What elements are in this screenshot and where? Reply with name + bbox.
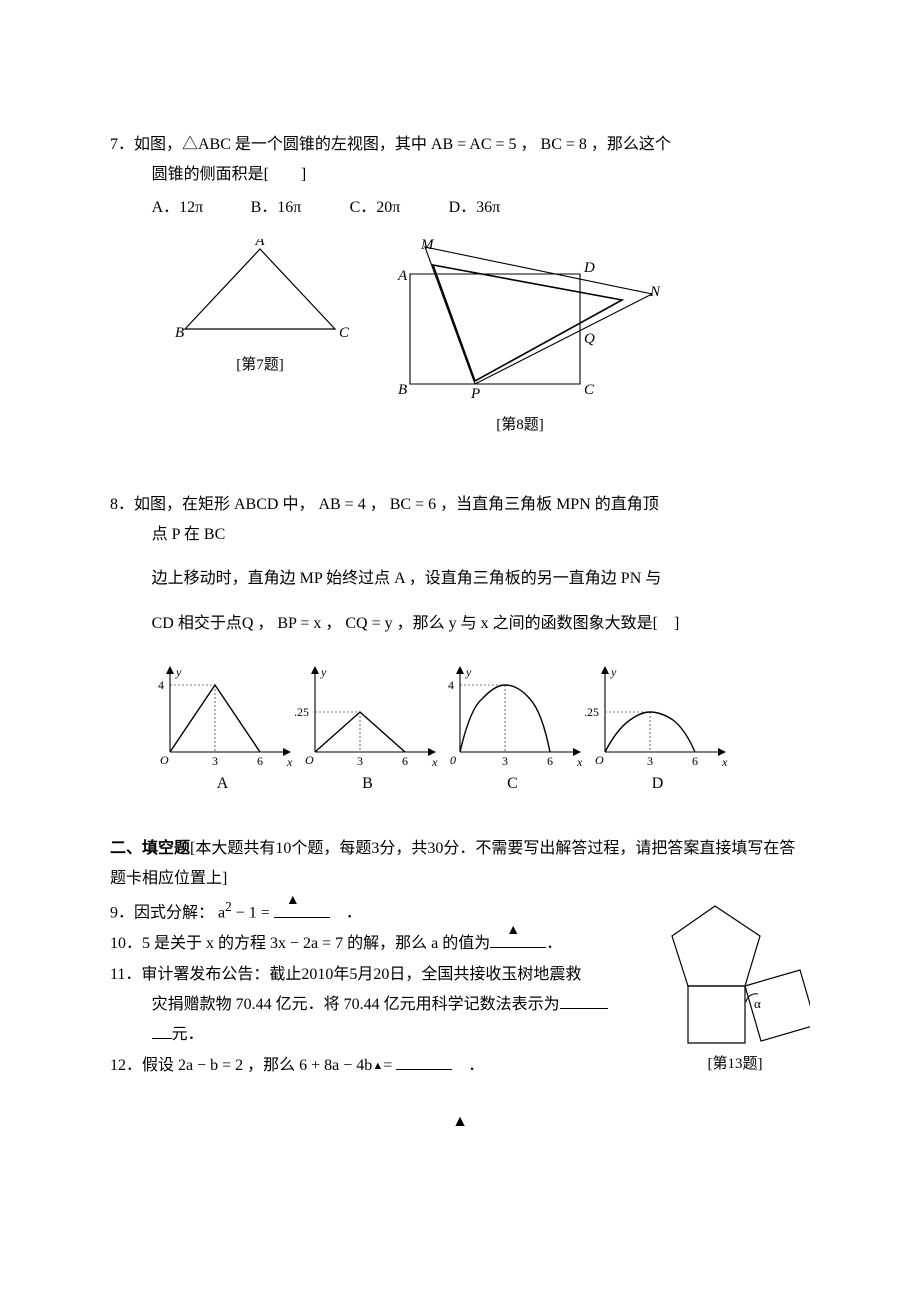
- svg-text:2.25: 2.25: [295, 705, 309, 719]
- plot-A-cell: y x O 3 6 4 A: [150, 657, 295, 799]
- svg-text:B: B: [398, 382, 407, 398]
- q9-mid: − 1 =: [232, 905, 274, 922]
- svg-text:0: 0: [450, 753, 456, 767]
- q12-pre: 12．假设 2a − b = 2 ，那么 6 + 8a − 4b: [110, 1057, 372, 1074]
- plot-D-label: D: [652, 769, 664, 799]
- svg-text:6: 6: [257, 754, 263, 767]
- plot-C-label: C: [507, 769, 518, 799]
- plot-C-svg: y x 0 3 6 4: [440, 657, 585, 767]
- q9-mark: ▲: [286, 888, 300, 915]
- svg-text:x: x: [576, 755, 583, 767]
- svg-text:3: 3: [357, 754, 363, 767]
- plot-B-svg: y x O 3 6 2.25: [295, 657, 440, 767]
- fig7-caption: [第7题]: [236, 351, 284, 380]
- svg-text:y: y: [610, 665, 617, 679]
- q7-opt-d: D．36π: [449, 193, 544, 223]
- q12-post: ．: [468, 1057, 484, 1074]
- fig8-svg: A B C D M N P Q: [380, 239, 660, 409]
- svg-text:y: y: [320, 665, 327, 679]
- svg-text:O: O: [305, 753, 314, 767]
- svg-text:D: D: [583, 260, 595, 276]
- svg-text:x: x: [286, 755, 293, 767]
- fig13-cell: α [第13题]: [660, 898, 810, 1079]
- q7-opt-b: B．16π: [251, 193, 346, 223]
- svg-text:C: C: [584, 382, 595, 398]
- q11-l2: 灾捐赠款物 70.44 亿元．将 70.44 亿元用科学记数法表示为: [152, 996, 560, 1013]
- q9-pre: 9．因式分解： a: [110, 905, 225, 922]
- q7-opt-a: A．12π: [152, 193, 247, 223]
- q8-line1: 8．如图，在矩形 ABCD 中， AB = 4 ， BC = 6 ，当直角三角板…: [110, 490, 810, 520]
- fig13-caption: [第13题]: [660, 1050, 810, 1079]
- svg-text:3: 3: [502, 754, 508, 767]
- svg-text:M: M: [420, 239, 435, 253]
- q7-line2: 圆锥的侧面积是[ ]: [110, 160, 810, 190]
- q9-post: ．: [346, 905, 362, 922]
- svg-text:A: A: [254, 239, 265, 249]
- q12-eq: =: [383, 1057, 392, 1074]
- fig7-cell: A B C [第7题]: [170, 239, 350, 380]
- q11-blank2: [152, 1023, 172, 1039]
- svg-text:4: 4: [448, 678, 454, 692]
- plot-B-cell: y x O 3 6 2.25 B: [295, 657, 440, 799]
- svg-text:O: O: [595, 753, 604, 767]
- section2: 二、填空题[本大题共有10个题，每题3分，共30分．不需要写出解答过程，请把答案…: [110, 834, 810, 895]
- q9-blank: ▲: [274, 902, 330, 918]
- svg-text:4: 4: [158, 678, 164, 692]
- svg-text:2.25: 2.25: [585, 705, 599, 719]
- q7-opt-c: C．20π: [350, 193, 445, 223]
- svg-text:P: P: [470, 386, 480, 402]
- plot-D-cell: y x O 3 6 2.25 D: [585, 657, 730, 799]
- fig8-caption: [第8题]: [496, 411, 544, 440]
- stray-mark: ▲: [110, 1107, 810, 1137]
- plot-B-label: B: [362, 769, 373, 799]
- svg-text:N: N: [649, 284, 660, 300]
- q7-line1: 7．如图，△ABC 是一个圆锥的左视图，其中 AB = AC = 5 ， BC …: [110, 130, 810, 160]
- svg-text:6: 6: [692, 754, 698, 767]
- svg-text:x: x: [431, 755, 438, 767]
- q12-mark-inline: ▲: [372, 1060, 383, 1072]
- svg-text:α: α: [754, 996, 761, 1011]
- fig7-svg: A B C: [170, 239, 350, 349]
- q10-blank: ▲: [490, 932, 546, 948]
- svg-text:O: O: [160, 753, 169, 767]
- plot-D-svg: y x O 3 6 2.25: [585, 657, 730, 767]
- svg-text:x: x: [721, 755, 728, 767]
- q9-sup: 2: [225, 899, 232, 914]
- svg-text:3: 3: [647, 754, 653, 767]
- q11-l3: 元．: [172, 1026, 204, 1043]
- q7-options: A．12π B．16π C．20π D．36π: [110, 193, 810, 223]
- svg-text:3: 3: [212, 754, 218, 767]
- svg-text:6: 6: [547, 754, 553, 767]
- q12-blank: [396, 1054, 452, 1070]
- svg-text:B: B: [175, 325, 184, 341]
- q8-line3: 边上移动时，直角边 MP 始终过点 A ，设直角三角板的另一直角边 PN 与: [110, 564, 810, 594]
- svg-text:C: C: [339, 325, 350, 341]
- q7-figures-row: A B C [第7题] A B C D M N P Q [第8题]: [170, 239, 810, 440]
- svg-text:A: A: [397, 268, 408, 284]
- section2-rest: [本大题共有10个题，每题3分，共30分．不需要写出解答过程，请把答案直接填写在…: [110, 840, 795, 887]
- q10-mark: ▲: [506, 918, 520, 945]
- q11-blank1: [560, 993, 608, 1009]
- section2-title: 二、填空题: [110, 840, 190, 857]
- svg-text:6: 6: [402, 754, 408, 767]
- plot-A-svg: y x O 3 6 4: [150, 657, 295, 767]
- q10-post: ．: [546, 935, 562, 952]
- fig8-cell: A B C D M N P Q [第8题]: [380, 239, 660, 440]
- q8-plots-row: yxO364 A yxO362.25 B yx0364 C yxO362.25 …: [150, 657, 810, 799]
- q8-line4: CD 相交于点Q ， BP = x ， CQ = y ，那么 y 与 x 之间的…: [110, 609, 810, 639]
- svg-text:y: y: [465, 665, 472, 679]
- plot-C-cell: y x 0 3 6 4 C: [440, 657, 585, 799]
- q10-pre: 10．5 是关于 x 的方程 3x − 2a = 7 的解，那么 a 的值为: [110, 935, 490, 952]
- plot-A-label: A: [217, 769, 229, 799]
- svg-text:y: y: [175, 665, 182, 679]
- svg-text:Q: Q: [584, 331, 595, 347]
- q8-line2: 点 P 在 BC: [110, 520, 810, 550]
- fig13-svg: α: [660, 898, 810, 1048]
